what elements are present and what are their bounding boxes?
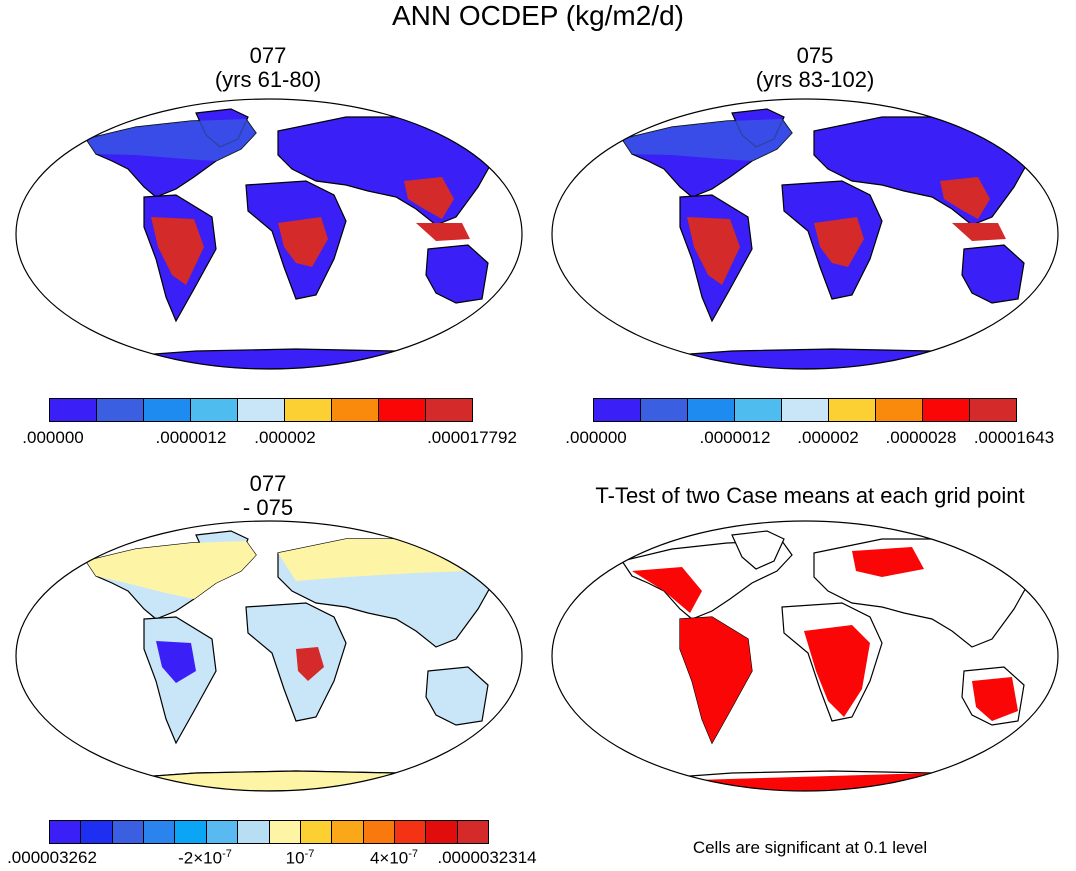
panel1-years: (yrs 61-80) (214, 67, 322, 92)
cb2-label-min: .000000 (565, 428, 627, 447)
cb1-swatch-7 (379, 399, 426, 421)
cb2-swatch-0 (594, 399, 641, 421)
map-outline (15, 98, 523, 370)
cb1-label-min: .000000 (22, 428, 84, 447)
cb3-label-min: .000003262 (7, 848, 97, 867)
map-panel-difference (15, 520, 523, 792)
cb1-swatch-0 (50, 399, 97, 421)
map-outline (551, 520, 1059, 792)
landmass-australia (425, 666, 489, 726)
map-panel-ttest (551, 520, 1059, 792)
panel3-case: 077 (249, 471, 287, 496)
cb1-swatch-8 (426, 399, 472, 421)
landmass-greenland (731, 530, 785, 570)
panel4-title: T-Test of two Case means at each grid po… (595, 483, 1025, 508)
high-deposition-indo (952, 223, 1006, 241)
diff-positive-africa (296, 647, 324, 681)
cb2-swatch-4 (782, 399, 829, 421)
map-panel-075 (551, 98, 1059, 370)
cb3-swatch-13 (457, 821, 489, 843)
panel2-case: 075 (796, 43, 834, 68)
cb3-swatch-3 (144, 821, 176, 843)
landmass-australia (961, 244, 1025, 304)
significance-note: Cells are significant at 0.1 level (692, 838, 928, 857)
panel1-title: 077 (yrs 61-80) (168, 44, 368, 92)
cb2-swatch-5 (829, 399, 876, 421)
high-deposition-asia (404, 177, 454, 219)
cb1-label-3: .000002 (254, 428, 316, 447)
cb1-swatch-1 (97, 399, 144, 421)
panel3-minus: - 075 (242, 495, 294, 520)
cb1-swatch-5 (285, 399, 332, 421)
figure-title: ANN OCDEP (kg/m2/d) (392, 0, 684, 31)
cb2-swatch-8 (970, 399, 1016, 421)
cb2-label-3: .000002 (797, 428, 859, 447)
high-deposition-sa (151, 217, 204, 285)
cb3-label-4: 4×10-7 (369, 848, 419, 868)
high-deposition-indo (416, 223, 470, 241)
cb1-label-max: .000017792 (427, 428, 517, 447)
panel2-years: (yrs 83-102) (755, 67, 875, 92)
panel2-title: 075 (yrs 83-102) (715, 44, 915, 92)
cb3-swatch-10 (363, 821, 395, 843)
map-outline (551, 98, 1059, 370)
cb1-label-2: .0000012 (155, 428, 227, 447)
cb3-swatch-11 (394, 821, 427, 843)
cb2-label-2: .0000012 (699, 428, 771, 447)
colorbar-075 (593, 398, 1017, 422)
diff-negative-amazon (156, 641, 196, 683)
high-deposition-sa (687, 217, 740, 285)
cb1-swatch-6 (332, 399, 379, 421)
sig-north-america (632, 567, 702, 613)
colorbar-077 (49, 398, 473, 422)
cb2-swatch-3 (735, 399, 782, 421)
landmass-africa (245, 602, 347, 722)
cb3-swatch-5 (206, 821, 239, 843)
cb3-label-3: 10-7 (285, 848, 315, 868)
boreal-band (86, 119, 256, 161)
sig-eurasia (852, 547, 924, 577)
cb2-swatch-2 (688, 399, 735, 421)
boreal-band (622, 119, 792, 161)
map-outline (15, 520, 523, 792)
cb2-swatch-1 (641, 399, 688, 421)
cb3-swatch-4 (175, 821, 207, 843)
high-deposition-af (814, 217, 864, 267)
cb3-swatch-9 (332, 821, 364, 843)
sig-south-america (680, 617, 752, 743)
cb2-swatch-6 (876, 399, 923, 421)
diff-north-america (86, 541, 256, 599)
colorbar-difference (49, 820, 489, 844)
panel1-case: 077 (249, 43, 287, 68)
cb1-swatch-3 (191, 399, 238, 421)
cb3-swatch-12 (426, 821, 458, 843)
high-deposition-asia (940, 177, 990, 219)
cb2-label-max: .00001643 (973, 428, 1055, 447)
map-panel-077 (15, 98, 523, 370)
cb3-label-max: .0000032314 (437, 848, 537, 867)
cb1-swatch-2 (144, 399, 191, 421)
cb3-swatch-2 (112, 821, 145, 843)
cb1-swatch-4 (238, 399, 285, 421)
cb2-label-4: .0000028 (885, 428, 957, 447)
cb3-label-2: -2×10-7 (178, 848, 232, 868)
cb3-swatch-7 (269, 821, 301, 843)
cb3-swatch-8 (300, 821, 333, 843)
sig-australia (972, 677, 1018, 721)
cb3-swatch-6 (238, 821, 270, 843)
sig-africa (804, 625, 870, 717)
high-deposition-af (278, 217, 328, 267)
cb2-swatch-7 (923, 399, 970, 421)
cb3-swatch-0 (50, 821, 82, 843)
cb3-swatch-1 (81, 821, 113, 843)
landmass-australia (425, 244, 489, 304)
panel3-title: 077 - 075 (168, 472, 368, 520)
